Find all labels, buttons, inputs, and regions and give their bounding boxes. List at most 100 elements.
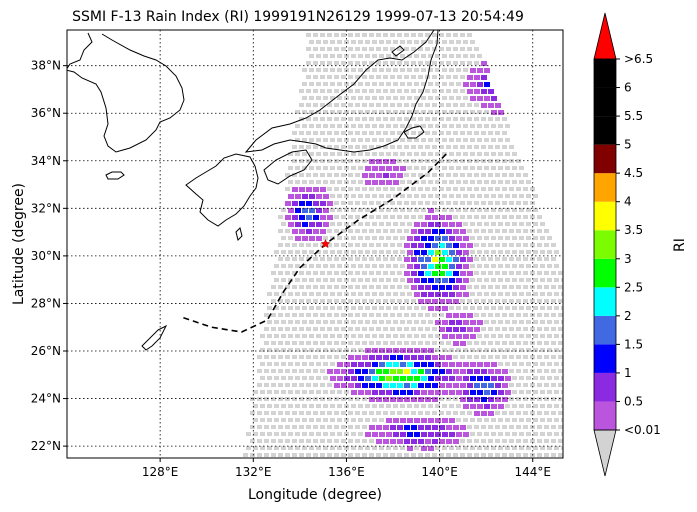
swath-pixel	[393, 264, 398, 268]
swath-pixel	[379, 306, 384, 310]
colorbar-extend-min	[593, 429, 617, 477]
rain-pixel	[348, 355, 354, 360]
swath-pixel	[372, 138, 377, 142]
swath-pixel	[558, 313, 563, 317]
swath-pixel	[537, 453, 542, 457]
swath-pixel	[533, 432, 538, 436]
swath-pixel	[379, 54, 384, 58]
swath-pixel	[348, 33, 353, 37]
swath-pixel	[358, 418, 363, 422]
rain-pixel	[362, 369, 368, 374]
swath-pixel	[337, 432, 342, 436]
swath-pixel	[344, 82, 349, 86]
swath-pixel	[334, 201, 339, 205]
swath-pixel	[421, 306, 426, 310]
swath-pixel	[274, 264, 279, 268]
rain-pixel	[414, 292, 420, 297]
rain-pixel	[449, 376, 455, 381]
swath-pixel	[306, 61, 311, 65]
swath-pixel	[288, 180, 293, 184]
swath-pixel	[439, 201, 444, 205]
swath-pixel	[383, 61, 388, 65]
swath-pixel	[453, 131, 458, 135]
swath-pixel	[309, 40, 314, 44]
swath-pixel	[495, 285, 500, 289]
swath-pixel	[309, 166, 314, 170]
swath-pixel	[341, 313, 346, 317]
rain-pixel	[404, 383, 410, 388]
swath-pixel	[309, 180, 314, 184]
swath-pixel	[250, 453, 255, 457]
swath-pixel	[323, 96, 328, 100]
swath-pixel	[404, 89, 409, 93]
rain-pixel	[411, 229, 417, 234]
swath-pixel	[330, 320, 335, 324]
swath-pixel	[358, 166, 363, 170]
rain-pixel	[442, 236, 448, 241]
swath-pixel	[316, 110, 321, 114]
colorbar-tick-label: 2	[624, 309, 632, 323]
rain-pixel	[386, 418, 392, 423]
rain-pixel	[463, 376, 469, 381]
colorbar-bin	[594, 144, 616, 174]
swath-pixel	[400, 54, 405, 58]
swath-pixel	[554, 376, 559, 380]
swath-pixel	[456, 110, 461, 114]
rain-pixel	[421, 432, 427, 437]
rain-pixel	[390, 173, 396, 178]
swath-pixel	[306, 313, 311, 317]
swath-pixel	[393, 306, 398, 310]
swath-pixel	[495, 257, 500, 261]
swath-pixel	[400, 180, 405, 184]
swath-pixel	[456, 194, 461, 198]
swath-pixel	[358, 264, 363, 268]
rain-pixel	[446, 243, 452, 248]
rain-pixel	[442, 292, 448, 297]
swath-pixel	[540, 362, 545, 366]
swath-pixel	[474, 439, 479, 443]
swath-pixel	[502, 425, 507, 429]
storm-track	[183, 153, 448, 333]
swath-pixel	[292, 131, 297, 135]
rain-pixel	[383, 173, 389, 178]
swath-pixel	[400, 124, 405, 128]
swath-pixel	[411, 201, 416, 205]
swath-pixel	[271, 439, 276, 443]
rain-pixel	[327, 215, 333, 220]
swath-pixel	[257, 425, 262, 429]
lon-tick-label: 140°E	[421, 465, 458, 479]
swath-pixel	[323, 292, 328, 296]
swath-pixel	[288, 432, 293, 436]
swath-pixel	[435, 334, 440, 338]
rain-pixel	[428, 432, 434, 437]
swath-pixel	[278, 341, 283, 345]
swath-pixel	[407, 208, 412, 212]
swath-pixel	[446, 131, 451, 135]
swath-pixel	[334, 75, 339, 79]
swath-pixel	[292, 159, 297, 163]
swath-pixel	[519, 376, 524, 380]
swath-pixel	[421, 180, 426, 184]
swath-pixel	[407, 222, 412, 226]
swath-pixel	[260, 404, 265, 408]
swath-pixel	[299, 89, 304, 93]
rain-pixel	[432, 439, 438, 444]
swath-pixel	[481, 187, 486, 191]
swath-pixel	[519, 432, 524, 436]
swath-pixel	[453, 103, 458, 107]
rain-pixel	[453, 341, 459, 346]
swath-pixel	[411, 103, 416, 107]
swath-pixel	[537, 243, 542, 247]
swath-pixel	[299, 411, 304, 415]
swath-pixel	[320, 369, 325, 373]
swath-pixel	[488, 257, 493, 261]
rain-pixel	[435, 264, 441, 269]
colorbar-tick-label: >6.5	[624, 52, 653, 66]
swath-pixel	[372, 82, 377, 86]
swath-pixel	[411, 145, 416, 149]
swath-pixel	[327, 397, 332, 401]
swath-pixel	[369, 187, 374, 191]
swath-pixel	[407, 40, 412, 44]
swath-pixel	[425, 89, 430, 93]
swath-pixel	[348, 187, 353, 191]
